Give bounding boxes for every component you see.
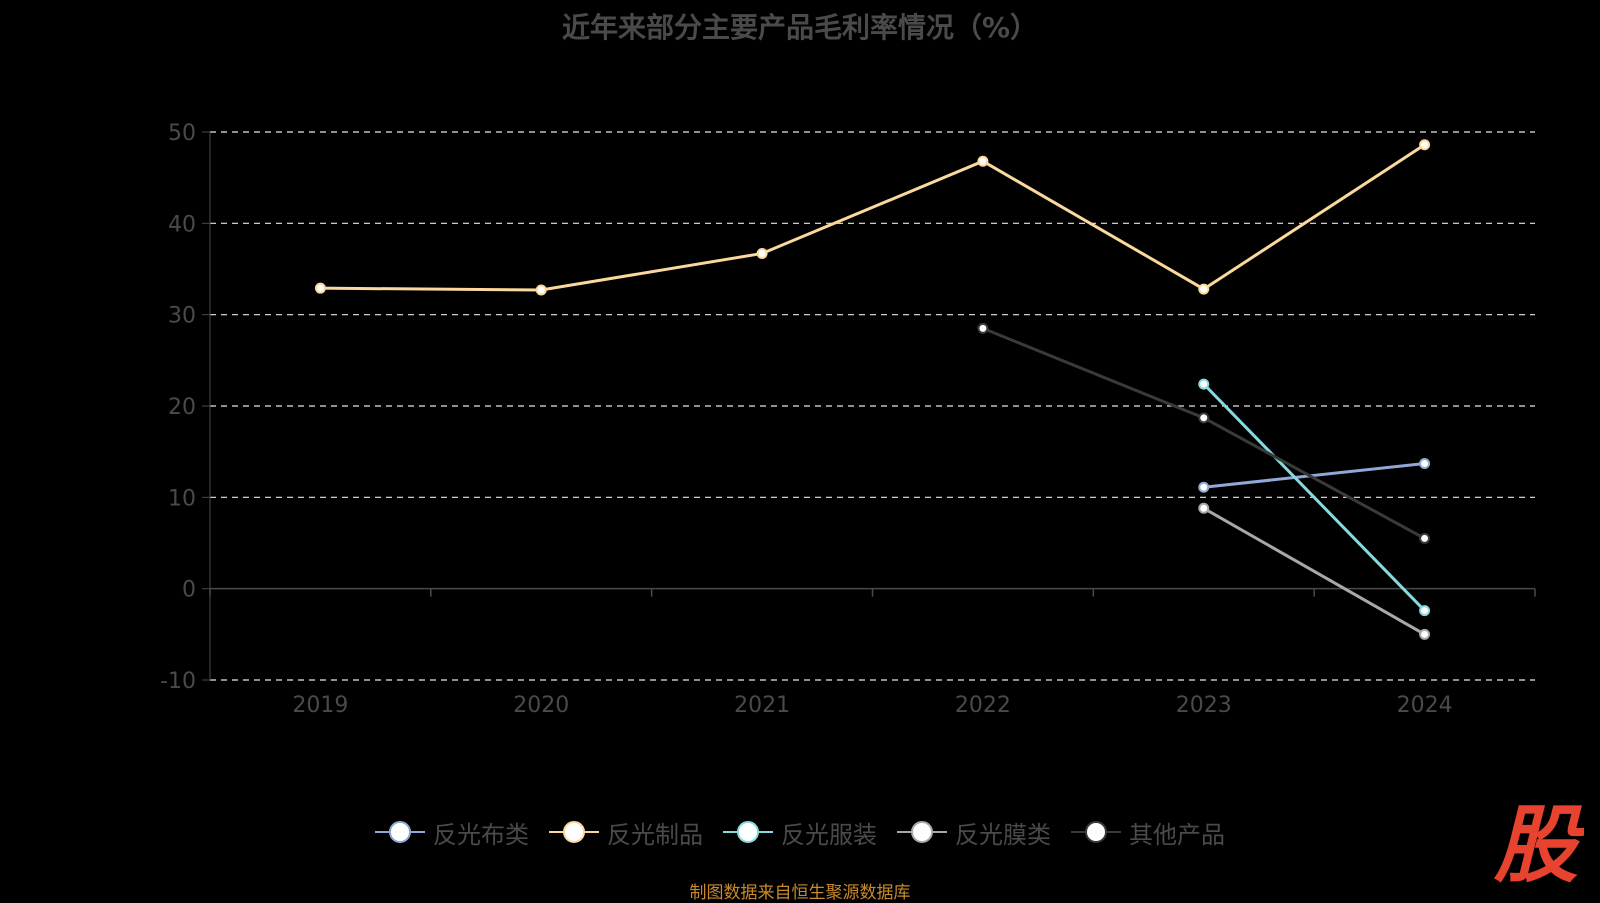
data-point[interactable] xyxy=(1198,481,1210,493)
data-point[interactable] xyxy=(1198,412,1210,424)
legend-item[interactable]: 反光服装 xyxy=(723,815,877,850)
data-point[interactable] xyxy=(314,282,326,294)
legend-item[interactable]: 反光布类 xyxy=(375,815,529,850)
brand-logo-icon: 股 xyxy=(1493,800,1584,886)
series-line xyxy=(320,143,1426,292)
y-tick-label: 20 xyxy=(168,395,196,420)
legend-item[interactable]: 其他产品 xyxy=(1071,815,1225,850)
data-point[interactable] xyxy=(1419,139,1431,151)
series-4 xyxy=(977,322,1431,544)
data-point[interactable] xyxy=(1198,378,1210,390)
series-0 xyxy=(1198,458,1431,493)
data-point[interactable] xyxy=(1419,458,1431,470)
x-tick-label: 2021 xyxy=(734,693,790,718)
series-1 xyxy=(314,139,1431,296)
series-line xyxy=(1202,383,1426,612)
x-tick-label: 2022 xyxy=(955,693,1011,718)
series-line xyxy=(1203,462,1425,489)
data-point[interactable] xyxy=(1198,283,1210,295)
grid-lines xyxy=(210,131,1535,681)
legend-item[interactable]: 反光制品 xyxy=(549,815,703,850)
series-lines xyxy=(314,139,1431,640)
y-tick-label: 30 xyxy=(168,304,196,329)
y-tick-label: 0 xyxy=(182,578,196,603)
series-line xyxy=(1203,506,1426,636)
legend-marker-icon xyxy=(1071,821,1121,843)
legend-label: 反光膜类 xyxy=(955,820,1051,849)
data-point[interactable] xyxy=(1198,502,1210,514)
data-point[interactable] xyxy=(977,155,989,167)
chart-title: 近年来部分主要产品毛利率情况（%） xyxy=(561,11,1039,44)
x-tick-label: 2020 xyxy=(513,693,569,718)
axes: 50 40 30 20 10 0 -10 2019 2020 2021 2022 2023 2024 xyxy=(160,121,1536,718)
x-tick-label: 2024 xyxy=(1397,693,1453,718)
y-tick-label: 50 xyxy=(168,121,196,146)
legend-item[interactable]: 反光膜类 xyxy=(897,815,1051,850)
data-point[interactable] xyxy=(1419,605,1431,617)
legend-label: 反光布类 xyxy=(433,820,529,849)
x-tick-label: 2023 xyxy=(1176,693,1232,718)
legend-marker-icon xyxy=(549,821,599,843)
legend-label: 反光服装 xyxy=(781,820,877,849)
source-note: 制图数据来自恒生聚源数据库 xyxy=(689,883,911,903)
series-2 xyxy=(1198,378,1431,617)
legend: 反光布类 反光制品 反光服装 反光膜类 其他产品 xyxy=(0,812,1600,852)
y-tick-label: 40 xyxy=(168,212,196,237)
series-3 xyxy=(1198,502,1431,640)
data-point[interactable] xyxy=(1419,532,1431,544)
y-tick-label: -10 xyxy=(160,669,196,694)
legend-marker-icon xyxy=(375,821,425,843)
data-point[interactable] xyxy=(1419,628,1431,640)
svg-text:股: 股 xyxy=(1493,800,1584,886)
data-point[interactable] xyxy=(977,322,989,334)
data-point[interactable] xyxy=(535,284,547,296)
data-point[interactable] xyxy=(756,247,768,259)
legend-label: 其他产品 xyxy=(1129,820,1225,849)
legend-marker-icon xyxy=(723,821,773,843)
y-tick-label: 10 xyxy=(168,486,196,511)
x-tick-label: 2019 xyxy=(292,693,348,718)
legend-label: 反光制品 xyxy=(607,820,703,849)
legend-marker-icon xyxy=(897,821,947,843)
